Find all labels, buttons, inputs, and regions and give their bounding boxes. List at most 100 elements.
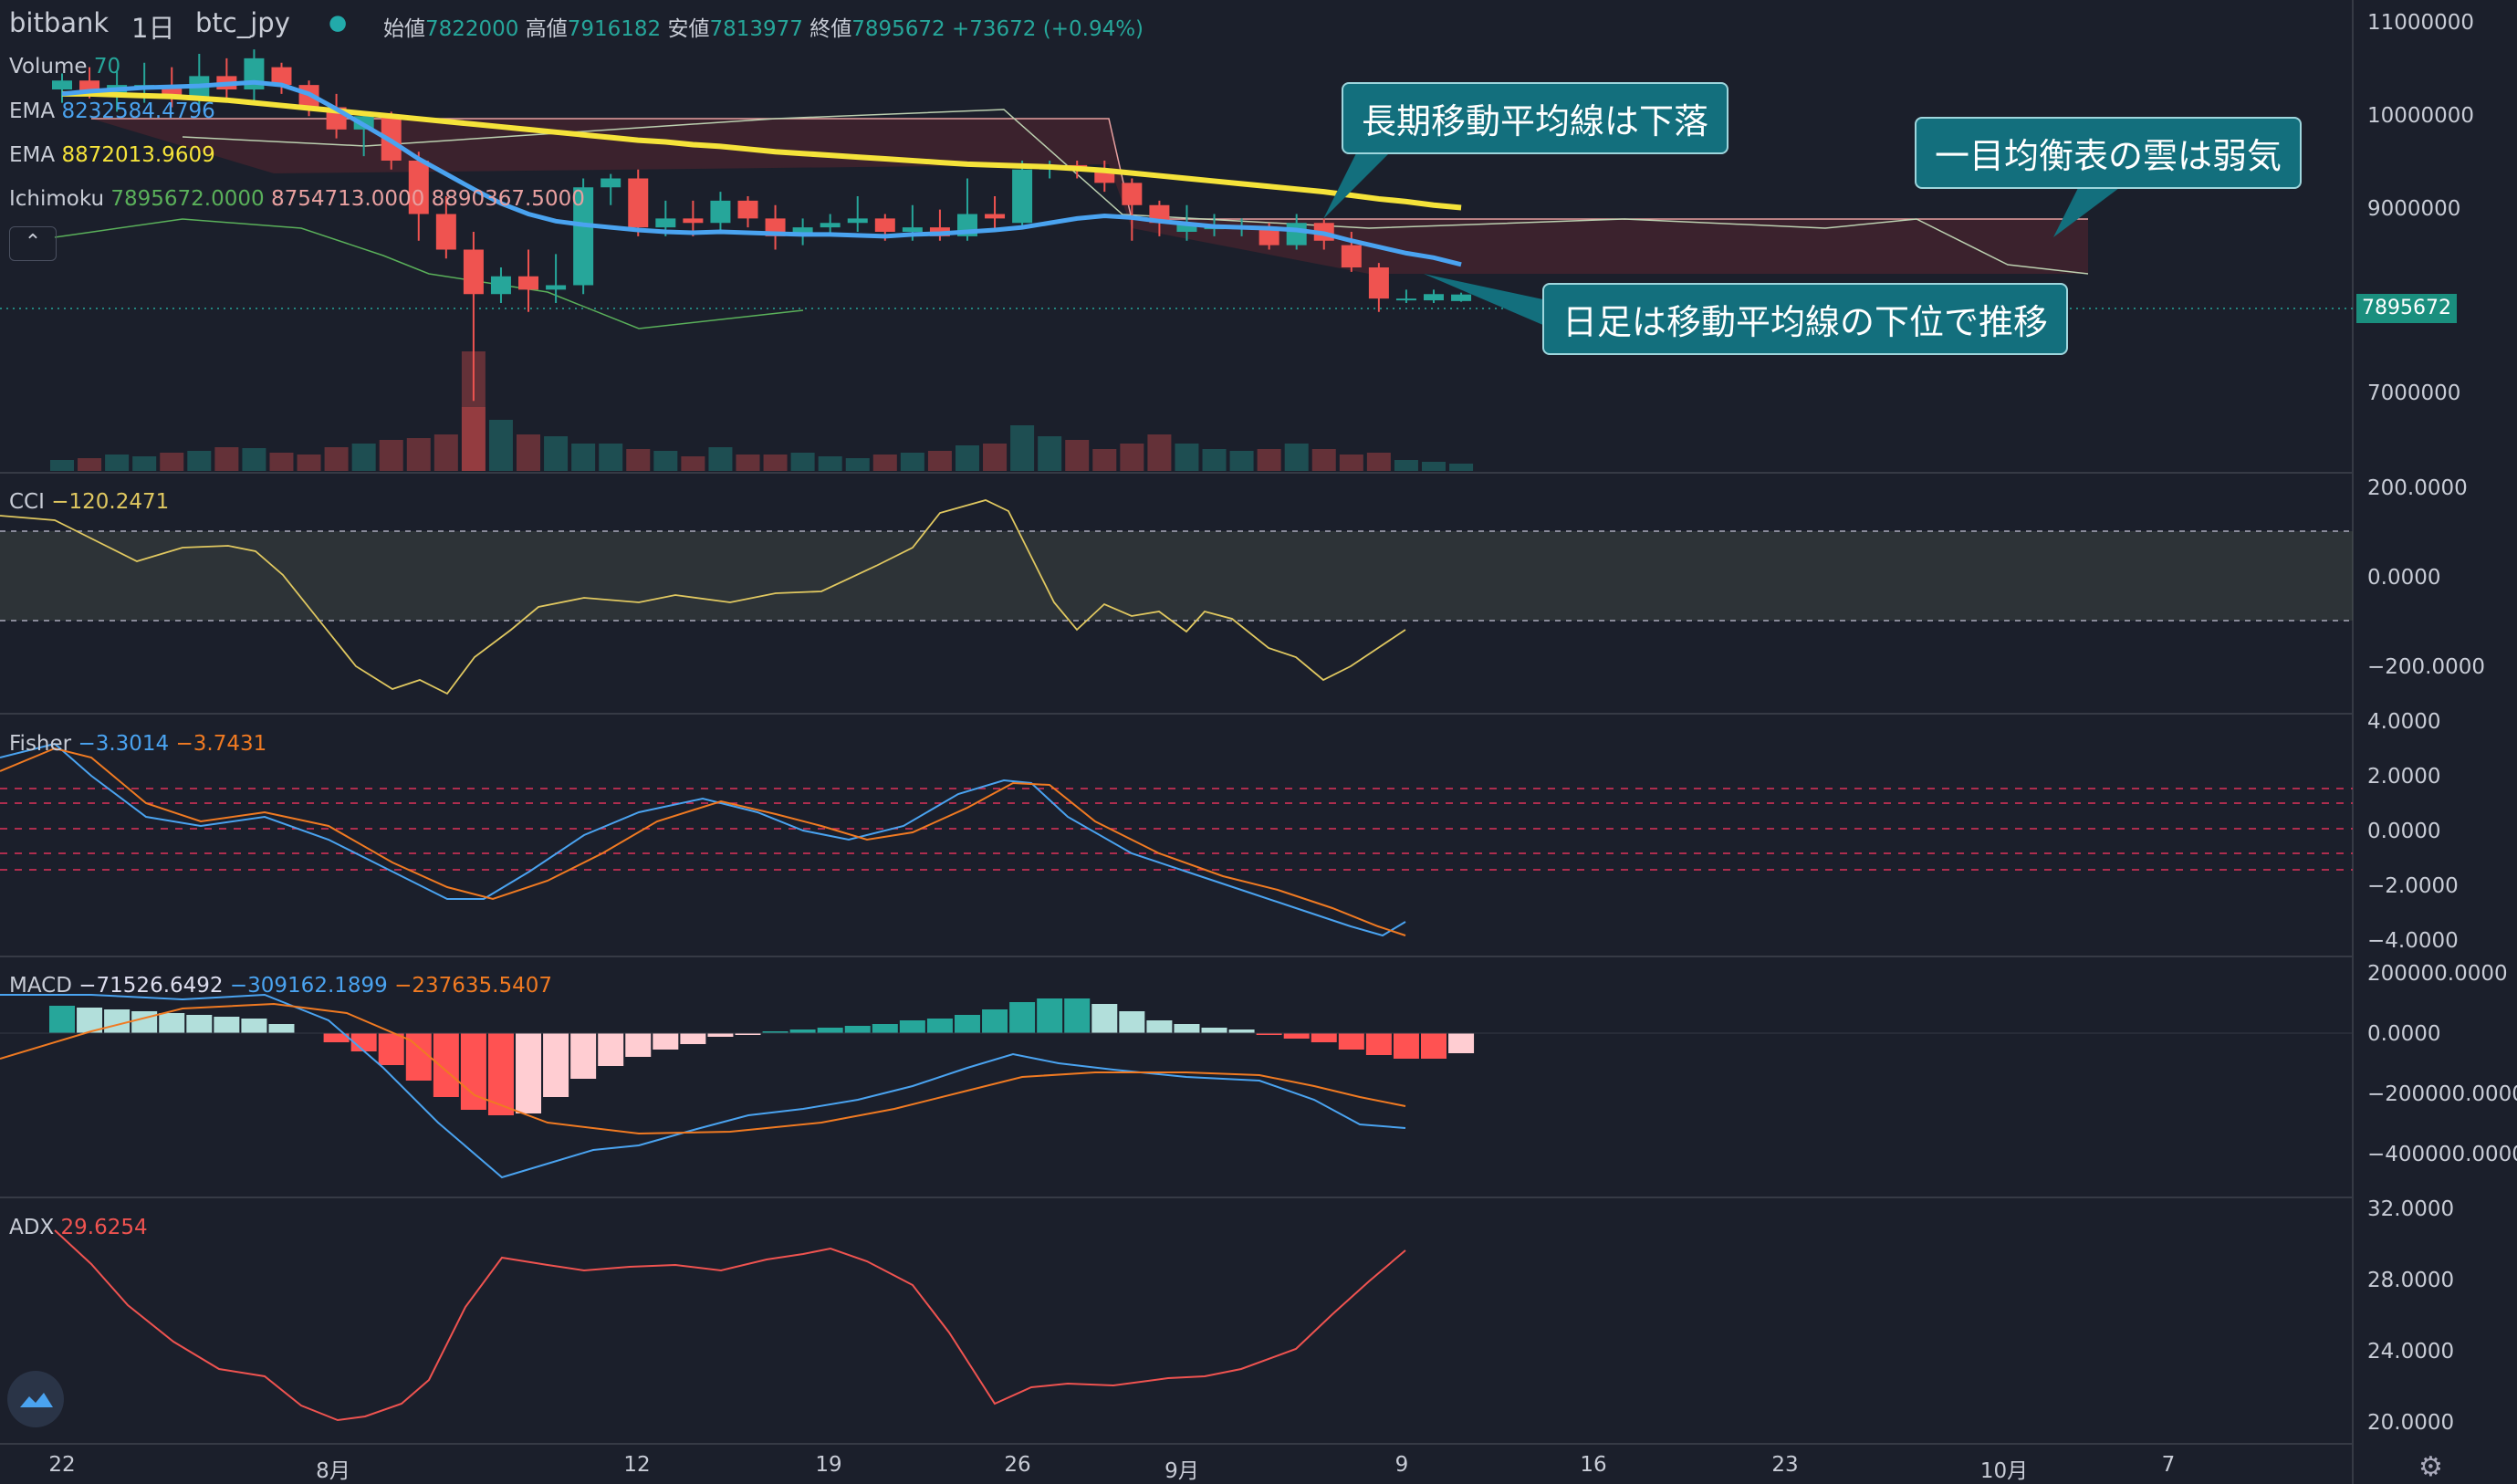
volume-bar [1038,436,1062,471]
macd-histogram-bar [1174,1024,1200,1033]
tradingview-logo-icon[interactable] [7,1371,64,1427]
macd-axis-label: 200000.0000 [2367,962,2508,986]
macd-histogram-bar [844,1026,871,1033]
time-axis-label: 23 [1771,1453,1799,1477]
candle-body [985,214,1006,219]
volume-bar [517,434,541,471]
interval-selector[interactable]: 1日 [131,13,175,44]
macd-histogram-bar [323,1033,350,1042]
macd-histogram-bar [1091,1004,1118,1033]
macd-legend[interactable]: MACD −71526.6492 −309162.1899 −237635.54… [9,974,553,998]
macd-histogram-bar [1283,1033,1310,1039]
macd-histogram-bar [1009,1002,1036,1033]
macd-histogram-bar [350,1033,377,1051]
macd-histogram-bar [1421,1033,1446,1059]
macd-histogram-bar [159,1013,185,1033]
last-price-tag: 7895672 [2356,294,2457,323]
macd-axis-label: −200000.0000 [2367,1082,2517,1106]
legend-ichimoku[interactable]: Ichimoku 7895672.0000 8754713.0000 88903… [9,187,585,211]
candle-body [435,214,456,250]
volume-bar [1092,449,1117,471]
volume-bar [78,458,102,471]
ichimoku-chikou [54,218,804,329]
fisher-line [0,742,1406,937]
candle-body [518,276,539,290]
volume-bar [187,451,212,471]
adx-legend[interactable]: ADX 29.6254 [9,1216,148,1239]
legend-volume[interactable]: Volume 70 [9,55,121,78]
candle-body [874,218,895,232]
macd-axis-label: −400000.0000 [2367,1143,2517,1166]
candle-body [847,218,868,224]
macd-histogram-bar [487,1033,514,1115]
volume-bar [763,455,788,471]
cci-axis-label: 0.0000 [2367,566,2441,590]
volume-bar [433,434,458,471]
time-axis-label: 26 [1004,1453,1031,1477]
price-axis-label: 10000000 [2367,104,2475,128]
volume-bar [406,438,431,471]
macd-histogram-bar [872,1024,898,1033]
time-axis-label: 12 [623,1453,651,1477]
macd-histogram-bar [817,1028,843,1033]
macd-histogram-bar [598,1033,624,1066]
candle-body [601,178,621,188]
candle-body [271,67,292,86]
macd-histogram-bar [954,1015,980,1033]
macd-histogram-bar [1256,1033,1282,1035]
callout-pointer [2053,183,2126,237]
live-dot-icon: ● [329,11,348,35]
collapse-legend-button[interactable]: ⌃ [9,226,57,261]
macd-histogram-bar [625,1033,652,1057]
volume-bar [1394,460,1418,471]
ema-short-line [61,79,1462,267]
volume-bar [1120,444,1144,471]
ichimoku-span-b [182,109,2089,275]
macd-histogram-bar [1228,1029,1255,1033]
legend-ema-short[interactable]: EMA 8232584.4796 [9,99,215,123]
candle-body [546,285,567,290]
volume-bar [900,453,924,471]
macd-histogram-bar [378,1033,404,1065]
adx-line [54,1229,1406,1422]
macd-histogram-bar [186,1015,213,1033]
symbol-name[interactable]: btc_jpy [195,7,290,38]
legend-ema-long[interactable]: EMA 8872013.9609 [9,143,215,167]
volume-bar [653,451,678,471]
macd-histogram-bar [899,1020,925,1033]
exchange-name: bitbank [9,7,110,38]
cci-legend[interactable]: CCI −120.2471 [9,490,170,514]
candle-body [902,227,923,232]
adx-axis-label: 32.0000 [2367,1197,2455,1221]
volume-bar [1422,462,1446,471]
volume-bar [269,453,294,471]
volume-bar [955,445,979,471]
volume-bar [845,458,870,471]
volume-bar [1311,449,1336,471]
time-axis-label: 7 [2161,1453,2176,1477]
candle-body [1451,294,1472,301]
volume-bar [214,447,239,471]
volume-bar [818,456,842,471]
settings-gear-icon[interactable]: ⚙ [2418,1451,2443,1483]
macd-histogram-bar [268,1024,295,1033]
candle-body [1286,223,1307,246]
candle-body [1258,227,1279,246]
macd-histogram-bar [460,1033,486,1110]
callout-pointer [1323,146,1396,219]
volume-bar [1229,451,1254,471]
adx-axis-label: 20.0000 [2367,1411,2455,1435]
macd-histogram-bar [131,1011,158,1033]
fisher-legend[interactable]: Fisher −3.3014 −3.7431 [9,732,267,756]
candle-body [792,227,813,236]
callout-long-ma: 長期移動平均線は下落 [1342,82,1729,154]
volume-bar [708,447,733,471]
fisher-axis-label: 4.0000 [2367,710,2441,734]
macd-histogram-bar [1338,1033,1364,1050]
macd-histogram-bar [1064,998,1091,1033]
time-axis-label: 16 [1580,1453,1607,1477]
candle-body [1424,294,1444,301]
volume-bar [736,455,760,471]
macd-histogram-bar [1119,1011,1145,1033]
